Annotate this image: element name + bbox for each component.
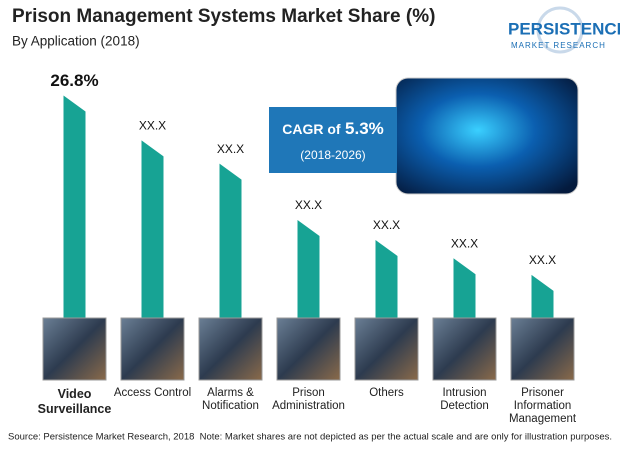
category-label: Prison Administration bbox=[272, 387, 345, 412]
category-image bbox=[198, 317, 263, 381]
callout-period: (2018-2026) bbox=[300, 148, 365, 162]
bar bbox=[141, 140, 164, 318]
callout-value: 5.3% bbox=[345, 119, 384, 138]
callout-image bbox=[395, 77, 579, 195]
callout-box bbox=[269, 107, 397, 173]
logo-name: PERSISTENCE bbox=[508, 19, 620, 38]
category-image bbox=[510, 317, 575, 381]
chart-subtitle: By Application (2018) bbox=[12, 34, 140, 49]
value-label: 26.8% bbox=[50, 71, 98, 90]
category-image bbox=[42, 317, 107, 381]
bar bbox=[297, 220, 320, 318]
category-image bbox=[354, 317, 419, 381]
category-image bbox=[276, 317, 341, 381]
source: Source: Persistence Market Research, 201… bbox=[8, 432, 194, 443]
value-label: XX.X bbox=[217, 142, 244, 156]
category-label: Video Surveillance bbox=[37, 387, 112, 416]
category-label: Prisoner Information Management bbox=[508, 387, 577, 425]
chart-title: Prison Management Systems Market Share (… bbox=[12, 6, 435, 27]
bar bbox=[63, 95, 86, 318]
callout-prefix: CAGR of bbox=[282, 121, 341, 137]
category-label: Access Control bbox=[113, 387, 192, 399]
value-label: XX.X bbox=[373, 218, 400, 232]
value-label: XX.X bbox=[451, 236, 478, 250]
callout-text: CAGR of 5.3% bbox=[282, 119, 384, 138]
category-label: Intrusion Detection bbox=[440, 387, 489, 412]
bar bbox=[219, 163, 242, 318]
category-image bbox=[120, 317, 185, 381]
category-label: Others bbox=[369, 387, 404, 399]
category-image bbox=[432, 317, 497, 381]
bar bbox=[453, 258, 476, 318]
value-label: XX.X bbox=[295, 198, 322, 212]
value-label: XX.X bbox=[139, 119, 166, 133]
note: Note: Market shares are not depicted as … bbox=[200, 432, 612, 443]
logo-tagline: MARKET RESEARCH bbox=[511, 41, 606, 50]
value-label: XX.X bbox=[529, 253, 556, 267]
bar bbox=[375, 239, 398, 318]
logo-ring bbox=[536, 6, 584, 54]
category-label: Alarms & Notification bbox=[202, 387, 259, 412]
bar bbox=[531, 274, 554, 318]
